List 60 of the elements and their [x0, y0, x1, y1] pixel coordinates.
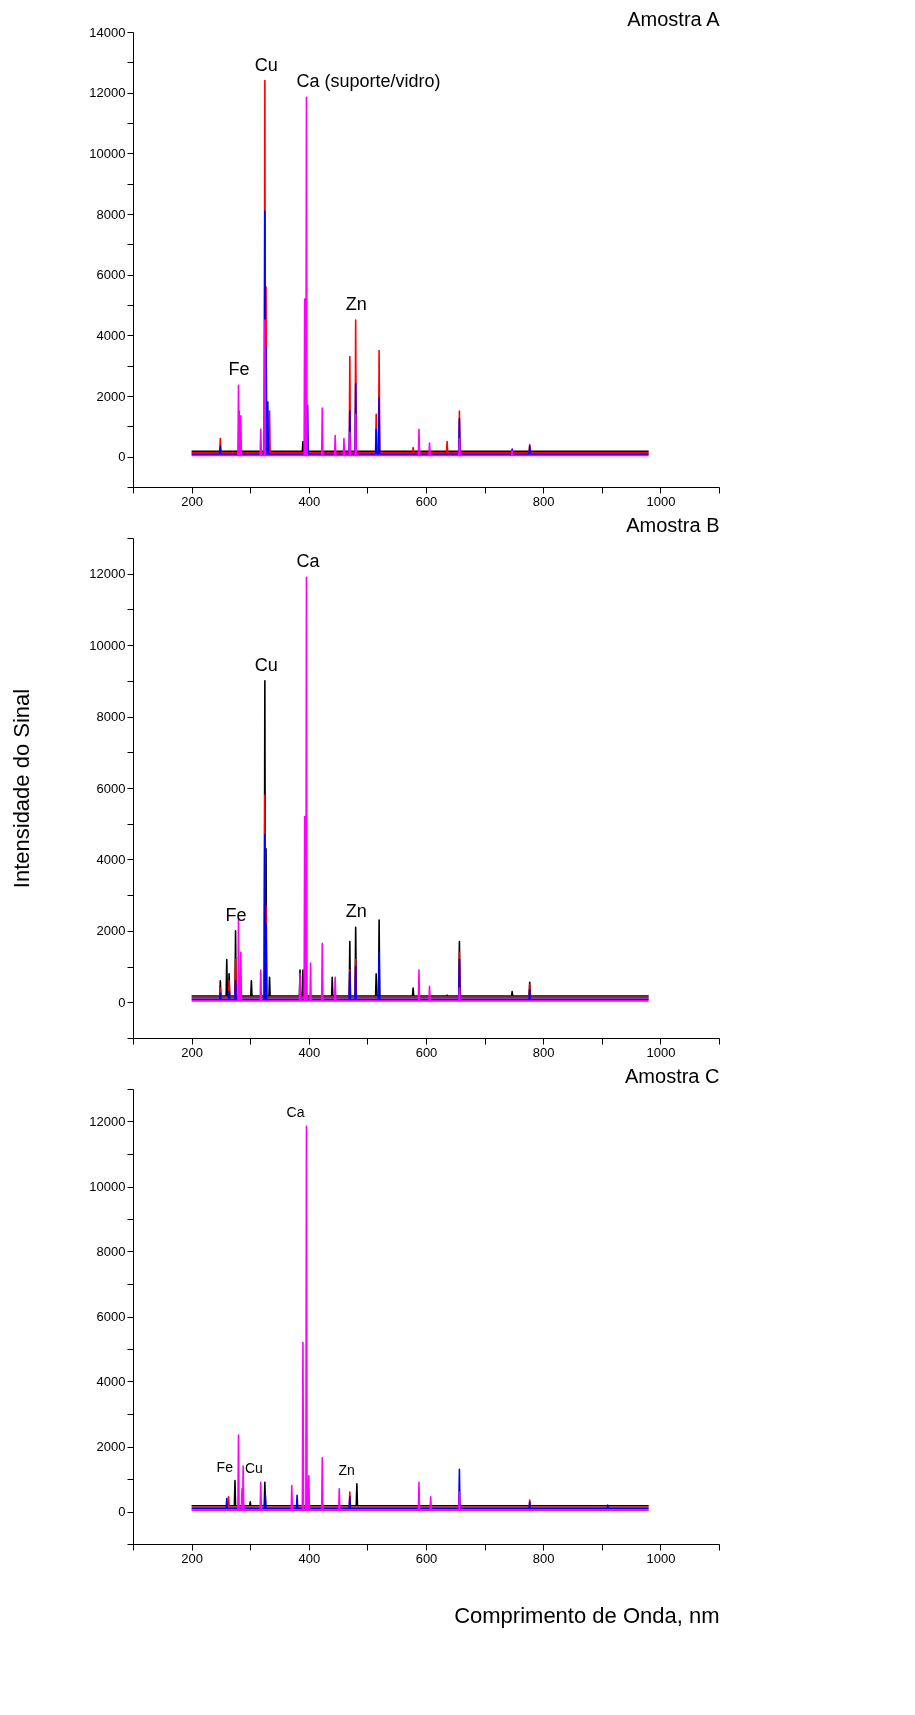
y-tick-label: 8000 [96, 1244, 126, 1259]
y-tick-label: 14000 [89, 24, 126, 40]
y-tick-label: 2000 [96, 388, 126, 404]
annotation: Ca [296, 551, 321, 572]
y-tick-label: 4000 [96, 327, 126, 343]
y-tick-label: 12000 [89, 566, 126, 582]
x-tick-label: 1000 [646, 493, 676, 509]
line-series [190, 833, 650, 1001]
y-tick-label: 10000 [89, 637, 126, 653]
x-tick-label: 800 [532, 1550, 555, 1566]
annotation: Zn [338, 1461, 355, 1478]
y-tick-label: 6000 [96, 267, 126, 283]
chart-title: Amostra C [625, 1065, 720, 1087]
line-series [190, 1491, 650, 1509]
x-tick-label: 200 [181, 493, 203, 509]
line-series [190, 1479, 650, 1507]
x-tick-label: 200 [181, 1044, 203, 1060]
y-tick-label: 4000 [96, 1374, 126, 1389]
annotation: Cu [254, 654, 278, 675]
annotation: Zn [345, 901, 367, 922]
y-tick-label: 0 [118, 449, 126, 465]
x-tick-label: 800 [532, 493, 555, 509]
y-tick-label: 12000 [89, 85, 126, 101]
annotation: Ca (suporte/vidro) [296, 71, 441, 92]
x-tick-label: 400 [298, 1044, 321, 1060]
chart-title: Amostra A [627, 8, 721, 30]
annotation: Cu [244, 1460, 263, 1477]
y-tick-label: 10000 [89, 1179, 126, 1194]
y-tick-label: 8000 [96, 206, 126, 222]
y-tick-label: 4000 [96, 851, 126, 867]
line-series [190, 210, 650, 455]
line-series [190, 1125, 650, 1511]
y-tick-label: 6000 [96, 1309, 126, 1324]
y-tick-label: 0 [118, 994, 126, 1010]
y-axis-title: Intensidade do Sinal [9, 688, 35, 889]
x-tick-label: 400 [298, 493, 321, 509]
annotation: Fe [225, 904, 247, 925]
x-tick-label: 1000 [646, 1550, 676, 1566]
x-tick-label: 800 [532, 1044, 555, 1060]
x-tick-label: 600 [415, 1044, 438, 1060]
y-tick-label: 10000 [89, 145, 126, 161]
annotation: Ca [286, 1104, 305, 1121]
y-tick-label: 2000 [96, 1439, 126, 1454]
x-tick-label: 200 [181, 1550, 203, 1566]
annotation: Cu [254, 54, 278, 75]
y-tick-label: 12000 [89, 1114, 126, 1129]
annotation: Fe [228, 359, 250, 380]
x-tick-label: 400 [298, 1550, 321, 1566]
y-tick-label: 6000 [96, 780, 126, 796]
chart-title: Amostra B [626, 514, 720, 536]
annotation: Zn [345, 294, 367, 315]
y-tick-label: 2000 [96, 923, 126, 939]
x-axis-title: Comprimento de Onda, nm [454, 1602, 720, 1628]
x-tick-label: 600 [415, 493, 438, 509]
y-tick-label: 0 [118, 1504, 126, 1519]
x-tick-label: 1000 [646, 1044, 676, 1060]
annotation: Fe [216, 1458, 234, 1475]
y-tick-label: 8000 [96, 709, 126, 725]
x-tick-label: 600 [415, 1550, 438, 1566]
line-series [190, 576, 650, 1002]
